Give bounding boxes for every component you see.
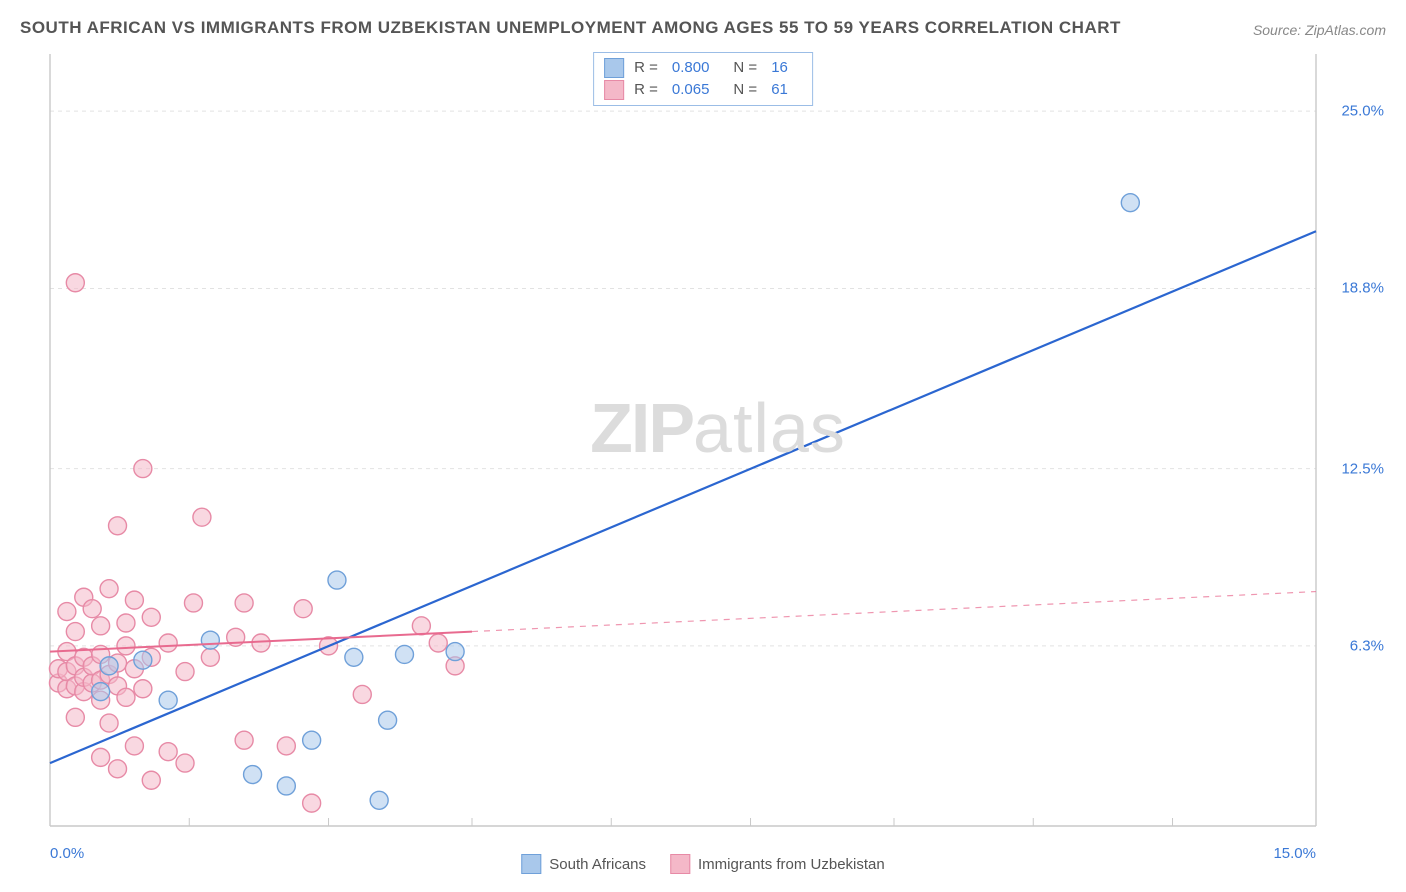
source-attribution: Source: ZipAtlas.com (1253, 22, 1386, 38)
n-label: N = (733, 79, 757, 101)
legend-item-b: Immigrants from Uzbekistan (670, 854, 885, 874)
legend-label-b: Immigrants from Uzbekistan (698, 856, 885, 873)
correlation-legend: R = 0.800 N = 16 R = 0.065 N = 61 (593, 52, 813, 106)
x-tick-label: 0.0% (50, 845, 84, 862)
swatch-a (521, 854, 541, 874)
n-value-b: 61 (771, 79, 788, 101)
swatch-series-a (604, 58, 624, 78)
legend-row-series-a: R = 0.800 N = 16 (604, 57, 802, 79)
y-tick-label: 12.5% (1341, 460, 1384, 477)
r-value-a: 0.800 (672, 57, 710, 79)
r-value-b: 0.065 (672, 79, 710, 101)
scatter-plot-svg (48, 48, 1388, 840)
chart-title: SOUTH AFRICAN VS IMMIGRANTS FROM UZBEKIS… (20, 18, 1121, 38)
r-label: R = (634, 57, 658, 79)
chart-area: ZIPatlas (48, 48, 1388, 840)
swatch-b (670, 854, 690, 874)
series-legend: South Africans Immigrants from Uzbekista… (521, 854, 884, 874)
y-tick-label: 6.3% (1350, 637, 1384, 654)
legend-row-series-b: R = 0.065 N = 61 (604, 79, 802, 101)
n-label: N = (733, 57, 757, 79)
x-tick-label: 15.0% (1273, 845, 1316, 862)
y-tick-label: 25.0% (1341, 103, 1384, 120)
swatch-series-b (604, 80, 624, 100)
legend-label-a: South Africans (549, 856, 646, 873)
y-tick-label: 18.8% (1341, 280, 1384, 297)
legend-item-a: South Africans (521, 854, 646, 874)
r-label: R = (634, 79, 658, 101)
n-value-a: 16 (771, 57, 788, 79)
